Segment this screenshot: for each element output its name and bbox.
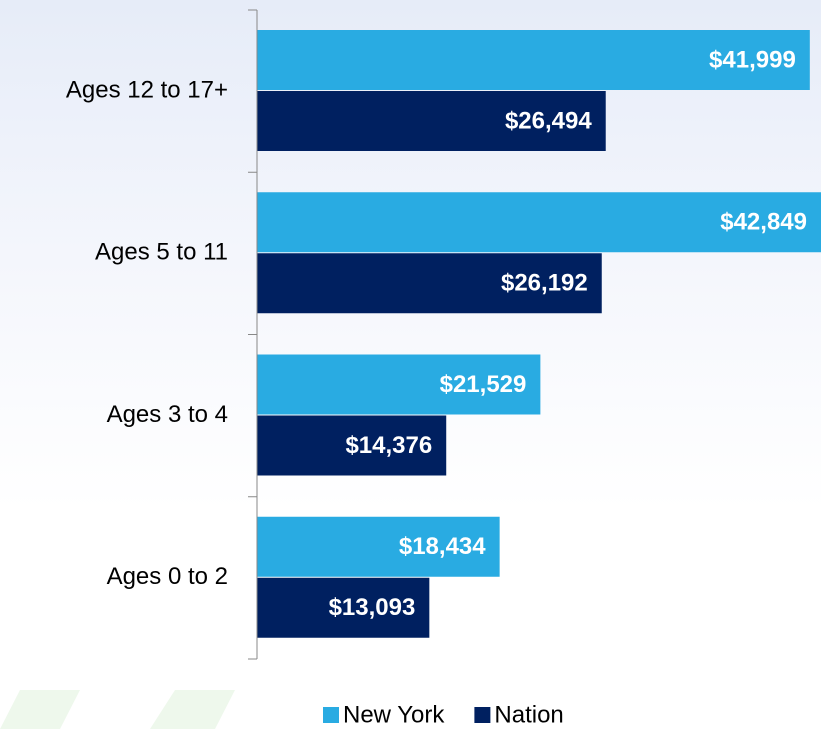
bar xyxy=(257,354,541,415)
value-label: $13,093 xyxy=(329,594,416,621)
value-label: $42,849 xyxy=(720,209,807,236)
bar xyxy=(257,192,821,253)
category-label: Ages 5 to 11 xyxy=(95,239,228,266)
legend-label: Nation xyxy=(494,701,563,728)
value-label: $21,529 xyxy=(440,371,527,398)
category-label: Ages 0 to 2 xyxy=(107,563,228,590)
bar xyxy=(257,253,602,314)
legend-label: New York xyxy=(343,701,445,728)
background-shape xyxy=(0,690,235,729)
category-label: Ages 12 to 17+ xyxy=(66,76,228,103)
value-label: $18,434 xyxy=(399,533,486,560)
category-label: Ages 3 to 4 xyxy=(107,401,228,428)
bar xyxy=(257,30,810,90)
value-label: $41,999 xyxy=(709,46,796,73)
bar xyxy=(257,91,606,151)
bar xyxy=(257,577,430,638)
legend-swatch xyxy=(474,707,491,723)
value-label: $26,192 xyxy=(501,270,588,297)
value-label: $26,494 xyxy=(505,107,592,134)
value-label: $14,376 xyxy=(345,432,432,459)
bar xyxy=(257,516,500,577)
legend-swatch xyxy=(323,707,339,723)
bar xyxy=(257,415,447,476)
